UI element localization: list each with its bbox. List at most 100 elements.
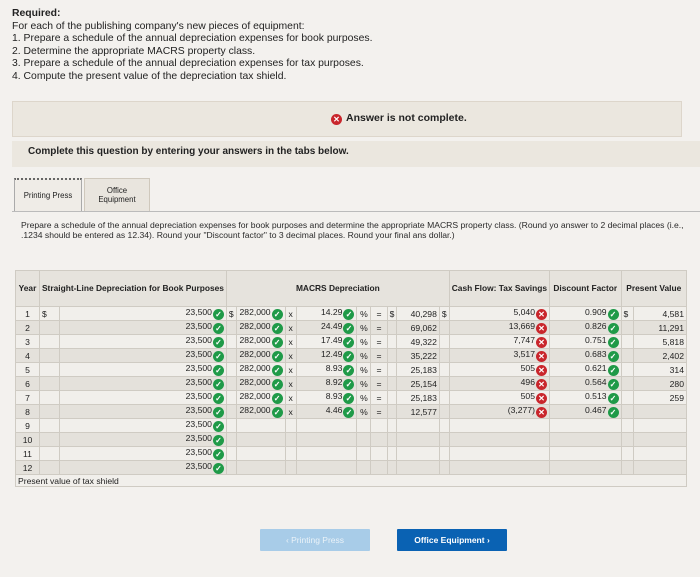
rate-input[interactable]: 12.49 [320,349,343,359]
check-icon: ✓ [212,365,224,376]
table-row: 11 23,500 ✓ [15,446,687,461]
check-icon: ✓ [607,393,619,404]
incorrect-icon: ✕ [535,365,547,376]
sl-input[interactable]: 23,500 [185,447,212,457]
check-icon: ✓ [212,435,224,446]
cash-flow-input[interactable]: (3,277) [507,405,535,415]
times-sign: x [288,378,293,389]
year-cell: 3 [25,336,30,347]
base-input[interactable]: 282,000 [239,335,271,345]
discount-input[interactable]: 0.621 [585,363,607,373]
cash-flow-input[interactable]: 3,517 [513,349,535,359]
rate-input[interactable]: 24.49 [320,321,343,331]
times-sign: x [288,392,293,403]
discount-input[interactable]: 0.467 [585,405,607,415]
cash-flow-input[interactable]: 5,040 [513,307,535,317]
table-row: 12 23,500 ✓ [15,460,687,475]
sl-input[interactable]: 23,500 [185,363,212,373]
table-row: 3 23,500 ✓ 282,000 ✓ x 17.49 ✓% = 49,322 7,747 ✕ 0.7… [15,334,687,349]
required-item: 2. Determine the appropriate MACRS prope… [12,45,256,57]
rate-input[interactable]: 8.93 [325,363,343,373]
year-cell: 12 [22,462,33,473]
tab-office-equipment[interactable]: Office Equipment [84,178,150,212]
equals-sign: = [376,308,382,319]
sl-input[interactable]: 23,500 [185,349,212,359]
discount-input[interactable]: 0.751 [585,335,607,345]
sl-input[interactable]: 23,500 [185,321,212,331]
check-icon: ✓ [607,351,619,362]
table-row: 4 23,500 ✓ 282,000 ✓ x 12.49 ✓% = 35,222 3,517 ✕ 0.6… [15,348,687,363]
base-input[interactable]: 282,000 [239,377,271,387]
year-cell: 2 [25,322,30,333]
sl-input[interactable]: 23,500 [185,433,212,443]
sl-input[interactable]: 23,500 [185,307,212,317]
rate-input[interactable]: 17.49 [320,335,343,345]
sl-input[interactable]: 23,500 [185,419,212,429]
equals-sign: = [376,336,382,347]
cash-flow-input[interactable]: 496 [520,377,535,387]
discount-input[interactable]: 0.826 [585,321,607,331]
tab-panel [12,211,700,521]
rate-input[interactable]: 8.93 [325,391,343,401]
check-icon: ✓ [343,309,355,320]
discount-input[interactable]: 0.564 [585,377,607,387]
base-input[interactable]: 282,000 [239,405,271,415]
tab-printing-press[interactable]: Printing Press [14,178,82,212]
base-input[interactable]: 282,000 [239,363,271,373]
check-icon: ✓ [271,351,283,362]
next-tab-button[interactable]: Office Equipment › [397,529,507,551]
year-cell: 10 [22,434,33,445]
depreciation-table: Year Straight-Line Depreciation for Book… [15,270,688,488]
sl-input[interactable]: 23,500 [185,461,212,471]
dollar-sign: $ [623,308,629,319]
year-cell: 9 [25,420,30,431]
check-icon: ✓ [212,323,224,334]
times-sign: x [288,336,293,347]
percent-sign: % [360,406,368,417]
percent-sign: % [360,308,368,319]
check-icon: ✓ [212,463,224,474]
sl-input[interactable]: 23,500 [185,391,212,401]
present-value: 5,818 [662,336,684,347]
rate-input[interactable]: 14.29 [320,307,343,317]
discount-input[interactable]: 0.513 [585,391,607,401]
present-value: 259 [669,392,684,403]
base-input[interactable]: 282,000 [239,307,271,317]
cash-flow-input[interactable]: 505 [520,363,535,373]
incorrect-icon: ✕ [535,351,547,362]
table-row: 9 23,500 ✓ [15,418,687,433]
sl-input[interactable]: 23,500 [185,405,212,415]
check-icon: ✓ [212,407,224,418]
required-item: 3. Prepare a schedule of the annual depr… [12,58,364,70]
check-icon: ✓ [607,337,619,348]
base-input[interactable]: 282,000 [239,321,271,331]
equals-sign: = [376,378,382,389]
check-icon: ✓ [212,421,224,432]
check-icon: ✓ [271,309,283,320]
col-year: Year [15,270,40,307]
percent-sign: % [360,336,368,347]
rate-input[interactable]: 4.46 [325,405,343,415]
rate-input[interactable]: 8.92 [325,377,343,387]
check-icon: ✓ [271,379,283,390]
cash-flow-input[interactable]: 13,669 [508,321,535,331]
sl-input[interactable]: 23,500 [185,335,212,345]
discount-input[interactable]: 0.909 [585,307,607,317]
dollar-sign: $ [228,308,234,319]
required-item: 1. Prepare a schedule of the annual depr… [12,33,373,45]
discount-input[interactable]: 0.683 [585,349,607,359]
prev-tab-button[interactable]: ‹ Printing Press [260,529,370,551]
sl-input[interactable]: 23,500 [185,377,212,387]
base-input[interactable]: 282,000 [239,391,271,401]
table-row: 2 23,500 ✓ 282,000 ✓ x 24.49 ✓% = 69,062 13,669 ✕ 0.… [15,320,687,335]
check-icon: ✓ [212,379,224,390]
cash-flow-input[interactable]: 505 [520,391,535,401]
incorrect-icon: ✕ [535,407,547,418]
year-cell: 8 [25,406,30,417]
base-input[interactable]: 282,000 [239,349,271,359]
macrs-value: 40,298 [410,308,437,319]
dollar-sign: $ [389,308,395,319]
times-sign: x [288,406,293,417]
cash-flow-input[interactable]: 7,747 [513,335,535,345]
percent-sign: % [360,350,368,361]
